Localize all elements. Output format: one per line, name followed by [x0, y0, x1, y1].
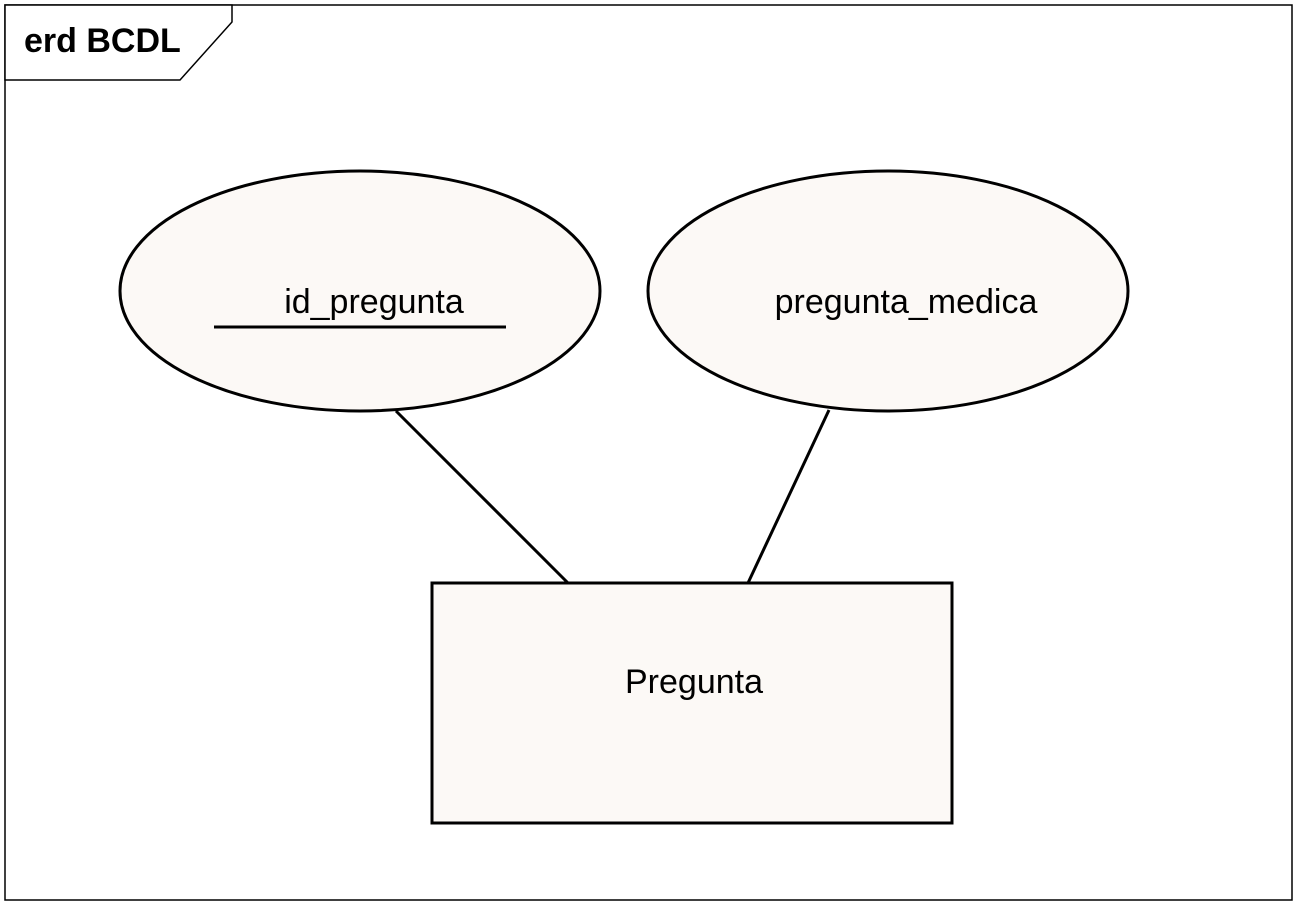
- entity-pregunta[interactable]: Pregunta: [430, 581, 954, 825]
- attribute-ellipse: [646, 169, 1130, 413]
- attribute-label: id_pregunta: [284, 283, 464, 321]
- attribute-pregunta-medica[interactable]: pregunta_medica: [646, 169, 1130, 413]
- connector-pregunta-medica: [746, 409, 831, 584]
- entity-box: [430, 581, 954, 825]
- frame-title: erd BCDL: [24, 22, 181, 60]
- attribute-ellipse: [118, 169, 602, 413]
- frame-title-tab: [4, 4, 233, 81]
- connector-id-pregunta: [394, 409, 570, 585]
- attribute-label: pregunta_medica: [775, 283, 1038, 321]
- entity-label: Pregunta: [625, 663, 763, 701]
- attribute-id-pregunta[interactable]: id_pregunta: [118, 169, 602, 413]
